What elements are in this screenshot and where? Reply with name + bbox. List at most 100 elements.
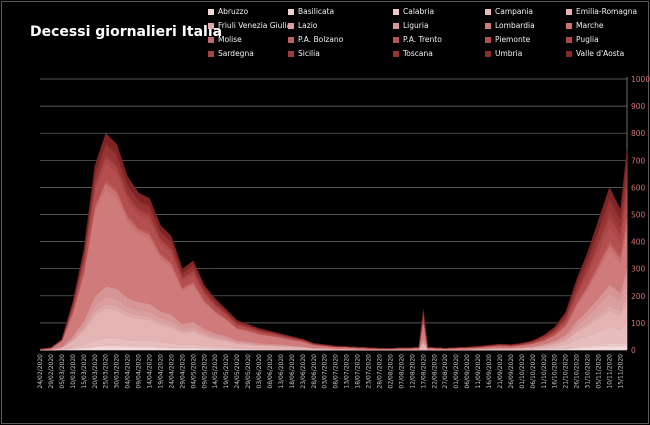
area-series-veneto xyxy=(39,132,628,350)
legend-label: P.A. Trento xyxy=(403,35,442,44)
y-tick-label: 300 xyxy=(631,265,646,274)
y-tick-label: 400 xyxy=(631,238,646,247)
legend-item: Marche xyxy=(566,20,603,31)
x-tick-label: 04/05/2020 xyxy=(190,354,197,389)
legend-item: Calabria xyxy=(393,6,434,17)
legend-label: Piemonte xyxy=(495,35,531,44)
legend-item: P.A. Bolzano xyxy=(288,34,343,45)
x-tick-label: 24/02/2020 xyxy=(37,354,44,389)
legend-item: Valle d'Aosta xyxy=(566,48,624,59)
x-tick-label: 09/05/2020 xyxy=(201,354,208,389)
legend-label: Friuli Venezia Giulia xyxy=(218,21,292,30)
legend: Abruzzo Basilicata Calabria Campania Emilia-… xyxy=(208,6,648,76)
x-tick-label: 27/08/2020 xyxy=(442,354,449,389)
x-tick-label: 22/08/2020 xyxy=(431,354,438,389)
legend-item: Molise xyxy=(208,34,242,45)
x-tick-label: 16/10/2020 xyxy=(552,354,559,389)
legend-item: Abruzzo xyxy=(208,6,248,17)
x-tick-label: 12/08/2020 xyxy=(409,354,416,389)
y-tick-label: 600 xyxy=(631,183,646,192)
legend-label: Lazio xyxy=(298,21,318,30)
legend-swatch xyxy=(208,22,214,29)
x-tick-label: 24/05/2020 xyxy=(234,354,241,389)
x-tick-label: 14/05/2020 xyxy=(212,354,219,389)
legend-item: Umbria xyxy=(485,48,522,59)
x-tick-label: 15/03/2020 xyxy=(81,354,88,389)
x-tick-label: 29/05/2020 xyxy=(245,354,252,389)
x-tick-label: 23/07/2020 xyxy=(366,354,373,389)
legend-label: Liguria xyxy=(403,21,429,30)
legend-item: Liguria xyxy=(393,20,429,31)
legend-swatch xyxy=(288,50,294,57)
legend-item: Piemonte xyxy=(485,34,530,45)
legend-swatch xyxy=(566,22,572,29)
legend-label: Umbria xyxy=(495,49,523,58)
x-tick-label: 11/09/2020 xyxy=(475,354,482,389)
legend-swatch xyxy=(208,36,214,43)
legend-label: Puglia xyxy=(576,35,599,44)
legend-item: Lazio xyxy=(288,20,317,31)
legend-swatch xyxy=(566,8,572,15)
legend-label: Emilia-Romagna xyxy=(576,7,638,16)
y-tick-label: 900 xyxy=(631,102,646,111)
y-tick-label: 200 xyxy=(631,292,646,301)
x-tick-label: 07/08/2020 xyxy=(398,354,405,389)
legend-label: Sardegna xyxy=(218,49,254,58)
legend-swatch xyxy=(393,36,399,43)
legend-swatch xyxy=(208,50,214,57)
x-axis: 24/02/2020 29/02/2020 05/03/2020 10/03/2020… xyxy=(37,354,624,389)
y-tick-label: 800 xyxy=(631,129,646,138)
legend-swatch xyxy=(288,22,294,29)
x-tick-label: 14/04/2020 xyxy=(147,354,154,389)
legend-label: Toscana xyxy=(403,49,433,58)
x-tick-label: 13/07/2020 xyxy=(344,354,351,389)
legend-label: Molise xyxy=(218,35,242,44)
legend-label: Valle d'Aosta xyxy=(576,49,625,58)
x-tick-label: 18/07/2020 xyxy=(355,354,362,389)
x-tick-label: 03/07/2020 xyxy=(322,354,329,389)
x-tick-label: 10/03/2020 xyxy=(70,354,77,389)
y-tick-label: 1000 xyxy=(631,75,650,84)
x-tick-label: 23/06/2020 xyxy=(300,354,307,389)
legend-item: Emilia-Romagna xyxy=(566,6,637,17)
legend-item: Friuli Venezia Giulia xyxy=(208,20,291,31)
x-tick-label: 17/08/2020 xyxy=(420,354,427,389)
legend-swatch xyxy=(485,36,491,43)
legend-item: Campania xyxy=(485,6,533,17)
x-tick-label: 01/09/2020 xyxy=(453,354,460,389)
x-tick-label: 26/10/2020 xyxy=(574,354,581,389)
x-tick-label: 24/04/2020 xyxy=(168,354,175,389)
x-tick-label: 08/07/2020 xyxy=(333,354,340,389)
legend-label: Marche xyxy=(576,21,604,30)
legend-swatch xyxy=(485,50,491,57)
y-axis: 0 100 200 300 400 500 600 700 800 900 1000 xyxy=(631,75,650,355)
chart-title: Decessi giornalieri Italia xyxy=(30,24,223,40)
x-tick-label: 15/11/2020 xyxy=(617,354,624,389)
legend-swatch xyxy=(566,50,572,57)
x-tick-label: 20/03/2020 xyxy=(92,354,99,389)
x-tick-label: 06/09/2020 xyxy=(464,354,471,389)
x-tick-label: 05/03/2020 xyxy=(59,354,66,389)
legend-item: Sicilia xyxy=(288,48,320,59)
y-tick-label: 0 xyxy=(631,346,636,355)
x-tick-label: 28/06/2020 xyxy=(311,354,318,389)
legend-swatch xyxy=(208,8,214,15)
x-tick-label: 19/05/2020 xyxy=(223,354,230,389)
legend-swatch xyxy=(288,36,294,43)
legend-item: Basilicata xyxy=(288,6,334,17)
x-tick-label: 29/04/2020 xyxy=(179,354,186,389)
x-tick-label: 18/06/2020 xyxy=(289,354,296,389)
area-series xyxy=(39,132,628,351)
x-tick-label: 28/07/2020 xyxy=(377,354,384,389)
x-tick-label: 02/08/2020 xyxy=(387,354,394,389)
x-tick-label: 10/11/2020 xyxy=(607,354,614,389)
legend-swatch xyxy=(288,8,294,15)
x-tick-label: 30/03/2020 xyxy=(114,354,121,389)
x-tick-label: 03/06/2020 xyxy=(256,354,263,389)
legend-swatch xyxy=(393,8,399,15)
x-tick-label: 21/10/2020 xyxy=(563,354,570,389)
x-tick-label: 09/04/2020 xyxy=(136,354,143,389)
legend-swatch xyxy=(485,22,491,29)
x-tick-label: 31/10/2020 xyxy=(585,354,592,389)
